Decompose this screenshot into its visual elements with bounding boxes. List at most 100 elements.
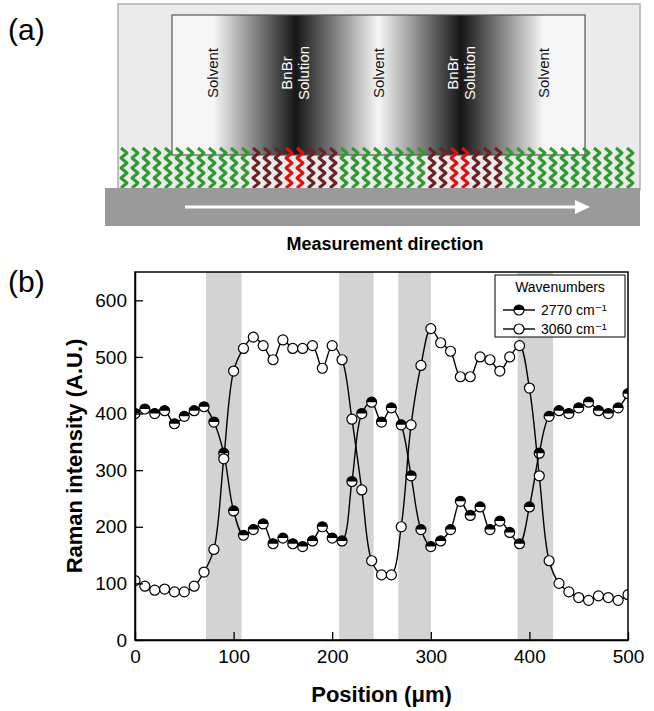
marker-part xyxy=(199,402,209,412)
polymer-brush xyxy=(495,148,501,188)
polymer-brush xyxy=(319,148,325,188)
point xyxy=(515,539,525,549)
marker-part xyxy=(436,338,446,348)
x-tick-label: 100 xyxy=(218,646,250,667)
polymer-brush xyxy=(528,148,534,188)
point xyxy=(396,522,406,532)
point xyxy=(357,485,367,495)
point xyxy=(564,587,574,597)
point xyxy=(160,406,170,416)
point xyxy=(465,372,475,382)
marker-part xyxy=(189,581,199,591)
marker-part xyxy=(554,578,564,588)
point xyxy=(179,411,189,421)
series-line xyxy=(135,329,628,601)
legend-label: 3060 cm⁻¹ xyxy=(541,321,607,337)
marker-part xyxy=(613,595,623,605)
marker-part xyxy=(347,414,357,424)
point xyxy=(377,570,387,580)
legend-label: 2770 cm⁻¹ xyxy=(541,302,607,318)
marker-part xyxy=(189,406,199,416)
polymer-brush xyxy=(220,148,226,188)
marker-part xyxy=(367,397,377,402)
x-tick-label: 400 xyxy=(514,646,546,667)
marker-part xyxy=(495,366,505,376)
marker-part xyxy=(505,352,515,362)
point xyxy=(199,402,209,412)
point xyxy=(189,581,199,591)
marker-part xyxy=(514,305,524,310)
point xyxy=(613,403,623,413)
marker-part xyxy=(209,417,219,422)
polymer-brush xyxy=(264,148,270,188)
polymer-brush xyxy=(231,148,237,188)
marker-part xyxy=(179,411,189,421)
marker-part xyxy=(169,587,179,597)
marker-part xyxy=(140,404,150,409)
point xyxy=(554,578,564,588)
point xyxy=(268,539,278,549)
point xyxy=(455,372,465,382)
marker-part xyxy=(613,403,623,413)
polymer-brush xyxy=(616,148,622,188)
marker-part xyxy=(396,420,406,425)
polymer-brush xyxy=(539,148,545,188)
marker-part xyxy=(248,525,258,530)
polymer-brush xyxy=(330,148,336,188)
y-tick-mark xyxy=(135,413,143,414)
polymer-brush xyxy=(484,148,490,188)
marker-part xyxy=(229,506,239,516)
marker-part xyxy=(534,448,544,458)
x-axis-title: Position (μm) xyxy=(311,682,452,707)
marker-part xyxy=(446,525,456,530)
shaded-region xyxy=(339,272,374,640)
y-axis: 0100200300400500600 xyxy=(95,273,143,651)
marker-part xyxy=(485,525,495,530)
point xyxy=(258,519,268,529)
marker-part xyxy=(278,335,288,345)
marker-part xyxy=(564,409,574,414)
point xyxy=(367,397,377,407)
shaded-region xyxy=(206,272,241,640)
marker-part xyxy=(455,496,465,506)
marker-part xyxy=(396,420,406,430)
marker-part xyxy=(179,411,189,416)
marker-part xyxy=(357,409,367,419)
point xyxy=(475,502,485,512)
marker-part xyxy=(189,406,199,411)
marker-part xyxy=(475,352,485,362)
point xyxy=(229,366,239,376)
marker-part xyxy=(544,411,554,421)
point xyxy=(613,595,623,605)
y-tick-mark xyxy=(135,527,143,528)
region-label: Solvent xyxy=(370,47,387,98)
point xyxy=(347,476,357,486)
point xyxy=(169,419,179,429)
marker-part xyxy=(307,536,317,541)
polymer-brush xyxy=(198,148,204,188)
marker-part xyxy=(377,417,387,422)
marker-part xyxy=(426,542,436,552)
marker-part xyxy=(357,409,367,414)
marker-part xyxy=(317,522,327,527)
marker-part xyxy=(446,525,456,535)
marker-part xyxy=(584,397,594,402)
point xyxy=(416,360,426,370)
polymer-brush xyxy=(517,148,523,188)
polymer-brush xyxy=(176,148,182,188)
marker-part xyxy=(258,341,268,351)
marker-part xyxy=(219,454,229,464)
x-tick-mark xyxy=(332,632,333,640)
polymer-brush xyxy=(605,148,611,188)
x-tick-label: 500 xyxy=(613,646,645,667)
marker-part xyxy=(495,516,505,521)
marker-part xyxy=(426,324,436,334)
marker-part xyxy=(169,419,179,424)
polymer-brush xyxy=(407,148,413,188)
direction-arrowhead xyxy=(575,200,590,214)
point xyxy=(574,593,584,603)
marker-part xyxy=(514,305,524,315)
point xyxy=(238,530,248,540)
marker-part xyxy=(140,404,150,414)
marker-part xyxy=(564,409,574,419)
